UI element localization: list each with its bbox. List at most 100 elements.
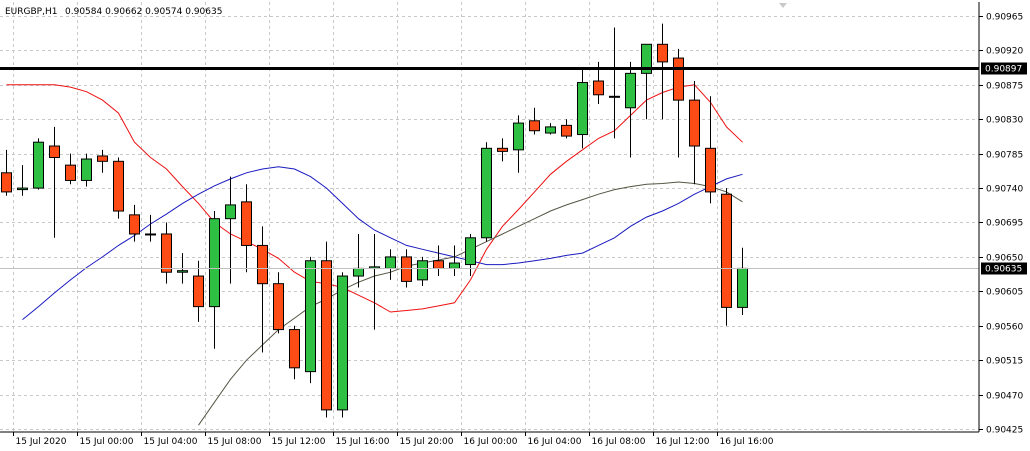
scroll-marker-icon[interactable] — [779, 3, 787, 8]
x-tick-label: 15 Jul 08:00 — [208, 437, 262, 447]
candle[interactable] — [49, 126, 60, 238]
candle[interactable] — [337, 272, 348, 418]
candle-body — [545, 126, 556, 134]
candle-body — [353, 267, 364, 277]
y-tick-label: 0.90740 — [986, 185, 1023, 195]
candle[interactable] — [705, 96, 716, 204]
candle-body — [609, 95, 620, 98]
candle[interactable] — [417, 256, 428, 286]
candle-body — [497, 147, 508, 152]
candle-body — [417, 260, 428, 281]
candle[interactable] — [577, 69, 588, 149]
candle[interactable] — [241, 184, 252, 273]
candle[interactable] — [625, 61, 636, 158]
candle-body — [385, 256, 396, 269]
candle[interactable] — [673, 48, 684, 158]
candle-body — [305, 260, 316, 373]
candle-body — [209, 218, 220, 308]
y-tick-label: 0.90560 — [986, 323, 1023, 333]
candle-body — [177, 270, 188, 273]
candle-body — [49, 145, 60, 158]
candle[interactable] — [449, 245, 460, 277]
candle[interactable] — [561, 119, 572, 139]
candle-body — [737, 267, 748, 308]
candle-body — [657, 43, 668, 63]
candle[interactable] — [193, 260, 204, 322]
candle[interactable] — [657, 23, 668, 120]
candle-body — [273, 283, 284, 331]
candle[interactable] — [305, 256, 316, 384]
candle[interactable] — [497, 138, 508, 162]
candle-body — [81, 158, 92, 181]
candle[interactable] — [225, 176, 236, 284]
moving-average-line — [22, 166, 743, 320]
candles — [1, 23, 748, 418]
candle[interactable] — [609, 27, 620, 139]
x-axis: 15 Jul 2020 15 Jul 00:00 15 Jul 04:00 15 Ju… — [13, 432, 774, 447]
candle-body — [625, 72, 636, 109]
candle-body — [465, 237, 476, 266]
candle[interactable] — [353, 233, 364, 288]
candle[interactable] — [129, 204, 140, 242]
candle-body — [161, 233, 172, 273]
candle-body — [561, 124, 572, 137]
candle-body — [225, 204, 236, 220]
candle[interactable] — [545, 123, 556, 135]
candle[interactable] — [481, 142, 492, 242]
candle-body — [97, 155, 108, 162]
candle[interactable] — [161, 222, 172, 284]
candle[interactable] — [385, 249, 396, 280]
x-tick-label: 15 Jul 12:00 — [272, 437, 326, 447]
price-tag-label: 0.90897 — [985, 65, 1022, 75]
candle-body — [337, 275, 348, 411]
x-tick-label: 15 Jul 2020 — [16, 437, 67, 447]
candle-body — [289, 329, 300, 369]
candle-body — [1, 172, 12, 193]
candle[interactable] — [689, 81, 700, 185]
y-tick-label: 0.90695 — [986, 219, 1023, 229]
candle-body — [257, 244, 268, 285]
candle-body — [129, 214, 140, 235]
symbol-label: EURGBP,H1 — [5, 7, 57, 17]
x-tick-label: 15 Jul 20:00 — [400, 437, 454, 447]
candle-body — [673, 57, 684, 101]
y-tick-label: 0.90920 — [986, 47, 1023, 57]
x-tick-label: 15 Jul 00:00 — [80, 437, 134, 447]
candle[interactable] — [145, 214, 156, 242]
y-axis: 0.90965 0.90920 0.90875 0.90830 0.90785 0.907… — [979, 13, 1023, 436]
candle[interactable] — [209, 211, 220, 349]
y-tick-label: 0.90470 — [986, 392, 1023, 402]
candle-body — [721, 193, 732, 308]
x-tick-label: 15 Jul 04:00 — [144, 437, 198, 447]
candle[interactable] — [289, 325, 300, 380]
candle[interactable] — [1, 149, 12, 196]
candle[interactable] — [97, 149, 108, 173]
horizontal-lines: 0.90897 0.90635 — [0, 62, 1027, 275]
price-tag-box — [981, 62, 1027, 75]
candle[interactable] — [641, 43, 652, 120]
candle-body — [577, 82, 588, 136]
candle[interactable] — [513, 115, 524, 173]
candle[interactable] — [321, 241, 332, 418]
candle[interactable] — [113, 157, 124, 219]
candle[interactable] — [529, 107, 540, 135]
candle[interactable] — [433, 245, 444, 277]
candle[interactable] — [33, 138, 44, 190]
candle-body — [593, 80, 604, 96]
candle-body — [113, 160, 124, 212]
candle-body — [33, 141, 44, 189]
candle[interactable] — [65, 153, 76, 185]
candle[interactable] — [81, 153, 92, 187]
candle[interactable] — [465, 233, 476, 277]
candle-body — [689, 99, 700, 147]
candle[interactable] — [721, 188, 732, 326]
candle[interactable] — [17, 165, 28, 196]
candle-body — [433, 260, 444, 269]
x-tick-label: 16 Jul 08:00 — [592, 437, 646, 447]
candle[interactable] — [369, 233, 380, 330]
ohlc-label: 0.90584 0.90662 0.90574 0.90635 — [65, 7, 222, 17]
candle[interactable] — [273, 272, 284, 334]
candle-body — [513, 122, 524, 151]
candle[interactable] — [257, 226, 268, 353]
